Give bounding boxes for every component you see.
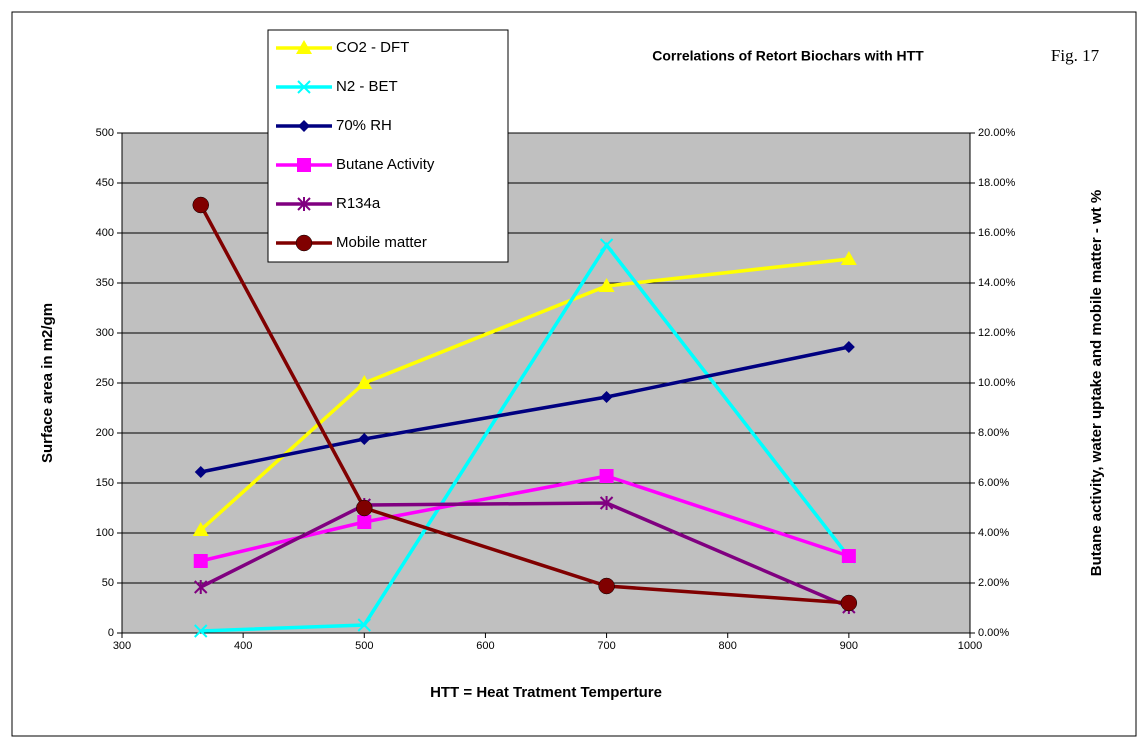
x-tick-label: 400 — [234, 640, 252, 652]
y2-tick-label: 20.00% — [978, 127, 1016, 139]
y-tick-label: 250 — [96, 377, 114, 389]
series-line — [200, 474, 850, 563]
marker — [194, 466, 207, 478]
y-tick-label: 500 — [96, 127, 114, 139]
y2-tick-label: 16.00% — [978, 227, 1016, 239]
legend-label: R134a — [336, 195, 381, 212]
y-tick-label: 150 — [96, 477, 114, 489]
marker — [297, 80, 311, 94]
x-tick-label: 300 — [113, 640, 131, 652]
marker — [194, 580, 208, 594]
y-tick-label: 350 — [96, 277, 114, 289]
x-tick-label: 1000 — [958, 640, 982, 652]
marker — [295, 234, 313, 252]
marker — [357, 515, 372, 529]
y2-tick-label: 2.00% — [978, 577, 1009, 589]
y-tick-label: 450 — [96, 177, 114, 189]
y2-tick-label: 14.00% — [978, 277, 1016, 289]
marker — [599, 238, 614, 252]
legend-label: Butane Activity — [336, 156, 435, 173]
marker — [297, 197, 311, 211]
series-line — [200, 241, 851, 633]
chart-title: Correlations of Retort Biochars with HTT — [652, 48, 924, 64]
marker — [599, 469, 614, 483]
y-tick-label: 50 — [102, 577, 114, 589]
y-tick-label: 200 — [96, 427, 114, 439]
y2-tick-label: 0.00% — [978, 627, 1009, 639]
marker — [296, 40, 312, 54]
legend-label: 70% RH — [336, 117, 392, 134]
marker — [297, 158, 311, 172]
legend-label: CO2 - DFT — [336, 39, 409, 56]
x-tick-label: 500 — [355, 640, 373, 652]
y2-axis-title: Butane activity, water uptake and mobile… — [1088, 190, 1105, 576]
x-tick-label: 900 — [840, 640, 858, 652]
marker — [357, 618, 371, 632]
marker — [841, 549, 856, 563]
y-tick-label: 300 — [96, 327, 114, 339]
series-line — [199, 501, 850, 609]
series-line — [200, 345, 850, 474]
marker — [842, 341, 855, 353]
y2-tick-label: 10.00% — [978, 377, 1016, 389]
legend-label: Mobile matter — [336, 234, 427, 251]
marker — [840, 594, 858, 612]
marker — [358, 433, 371, 445]
y2-tick-label: 6.00% — [978, 477, 1009, 489]
y-tick-label: 400 — [96, 227, 114, 239]
x-axis-title: HTT = Heat Tratment Temperture — [430, 684, 662, 701]
figure-label: Fig. 17 — [1051, 46, 1100, 65]
marker — [600, 391, 613, 403]
y-axis-title: Surface area in m2/gm — [39, 303, 56, 463]
x-tick-label: 700 — [597, 640, 615, 652]
y2-tick-label: 4.00% — [978, 527, 1009, 539]
y2-tick-label: 18.00% — [978, 177, 1016, 189]
series-line — [199, 204, 849, 605]
marker — [598, 577, 615, 595]
marker — [598, 278, 615, 292]
marker — [192, 522, 209, 536]
marker — [298, 120, 310, 132]
marker — [356, 375, 373, 389]
marker — [193, 554, 208, 568]
marker — [192, 196, 209, 214]
y-tick-label: 0 — [108, 627, 114, 639]
x-tick-label: 600 — [476, 640, 494, 652]
y-tick-label: 100 — [96, 527, 114, 539]
marker — [599, 496, 614, 510]
legend-label: N2 - BET — [336, 78, 398, 95]
legend-box — [267, 29, 509, 263]
marker — [194, 624, 208, 638]
marker — [356, 499, 373, 517]
y2-tick-label: 12.00% — [978, 327, 1016, 339]
marker — [840, 251, 857, 265]
x-tick-label: 800 — [719, 640, 737, 652]
y2-tick-label: 8.00% — [978, 427, 1009, 439]
